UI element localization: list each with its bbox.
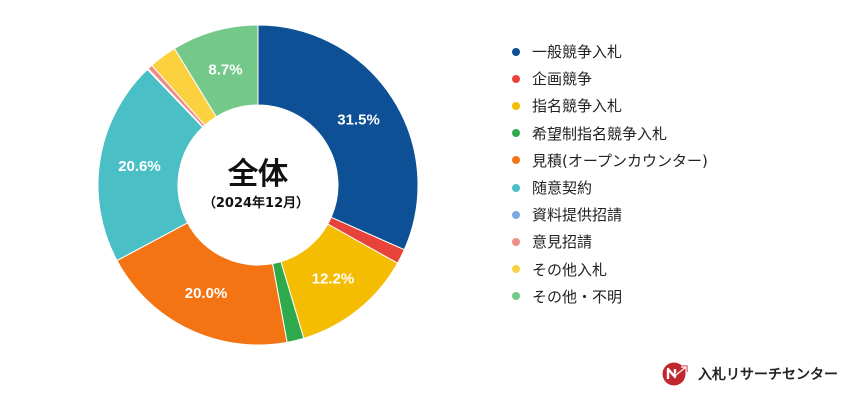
legend-item: 見積(オープンカウンター)	[512, 147, 708, 174]
legend-item: 随意契約	[512, 174, 708, 201]
center-subtitle: （2024年12月）	[203, 195, 309, 211]
slice-value-label: 12.2%	[312, 271, 355, 288]
legend-swatch	[512, 129, 520, 138]
brand-logo: 入札リサーチセンター	[662, 362, 838, 386]
legend-label: その他入札	[532, 260, 608, 279]
legend-label: 企画競争	[532, 70, 593, 89]
legend-label: その他・不明	[532, 287, 623, 306]
donut-slice	[257, 24, 419, 251]
slice-value-labels: 31.5% 12.2% 20.0% 20.6% 8.7%	[118, 61, 380, 302]
legend-item: 一般競争入札	[512, 38, 708, 65]
slice-value-label: 31.5%	[337, 112, 380, 129]
legend-label: 一般競争入札	[532, 43, 623, 62]
brand-name: 入札リサーチセンター	[698, 367, 838, 383]
slice-value-label: 20.6%	[118, 158, 161, 175]
legend-item: 資料提供招請	[512, 201, 708, 228]
donut-slice	[116, 222, 288, 346]
legend-item: 指名競争入札	[512, 92, 708, 119]
legend-label: 希望制指名競争入札	[532, 124, 668, 143]
donut-slice	[97, 68, 204, 262]
legend-swatch	[512, 74, 520, 83]
legend-item: 意見招請	[512, 228, 708, 255]
legend-label: 見積(オープンカウンター)	[532, 151, 708, 170]
legend-label: 意見招請	[532, 233, 593, 252]
legend-item: 企画競争	[512, 65, 708, 92]
donut-slice	[173, 24, 259, 118]
chart-legend: 一般競争入札 企画競争指名競争入札希望制指名競争入札見積(オープンカウンター) 随意…	[512, 38, 708, 310]
legend-label: 資料提供招請	[532, 206, 623, 225]
legend-swatch	[512, 210, 520, 219]
legend-swatch	[512, 101, 520, 110]
slice-value-label: 20.0%	[185, 285, 228, 302]
legend-label: 随意契約	[532, 179, 593, 198]
legend-swatch	[512, 47, 520, 56]
legend-swatch	[512, 265, 520, 274]
legend-item: その他入札	[512, 256, 708, 283]
legend-swatch	[512, 237, 520, 246]
slice-value-label: 8.7%	[208, 61, 242, 78]
donut-slices	[97, 24, 419, 346]
legend-item: その他・不明	[512, 283, 708, 310]
legend-item: 希望制指名競争入札	[512, 120, 708, 147]
center-title: 全体	[227, 157, 289, 192]
legend-swatch	[512, 156, 520, 165]
legend-swatch	[512, 292, 520, 301]
legend-label: 指名競争入札	[532, 97, 623, 116]
nr-arrow-logo-icon	[662, 362, 688, 386]
legend-swatch	[512, 183, 520, 192]
